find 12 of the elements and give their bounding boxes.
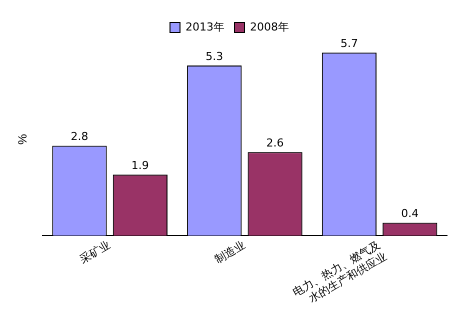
data-label: 0.4	[401, 207, 419, 220]
x-tick-label: 电力、热力、燃气及水的生产和供应业	[290, 238, 390, 305]
y-axis-title: %	[16, 134, 30, 145]
data-label: 1.9	[131, 158, 149, 172]
legend-label: 2008年	[250, 20, 289, 34]
data-label: 5.3	[206, 50, 224, 63]
x-tick-label: 采矿业	[78, 238, 113, 266]
x-tick-label: 制造业	[212, 238, 248, 266]
data-label: 5.7	[340, 36, 358, 50]
data-label: 2.8	[70, 130, 88, 144]
data-label: 2.6	[266, 136, 284, 150]
legend-label: 2013年	[186, 20, 225, 34]
